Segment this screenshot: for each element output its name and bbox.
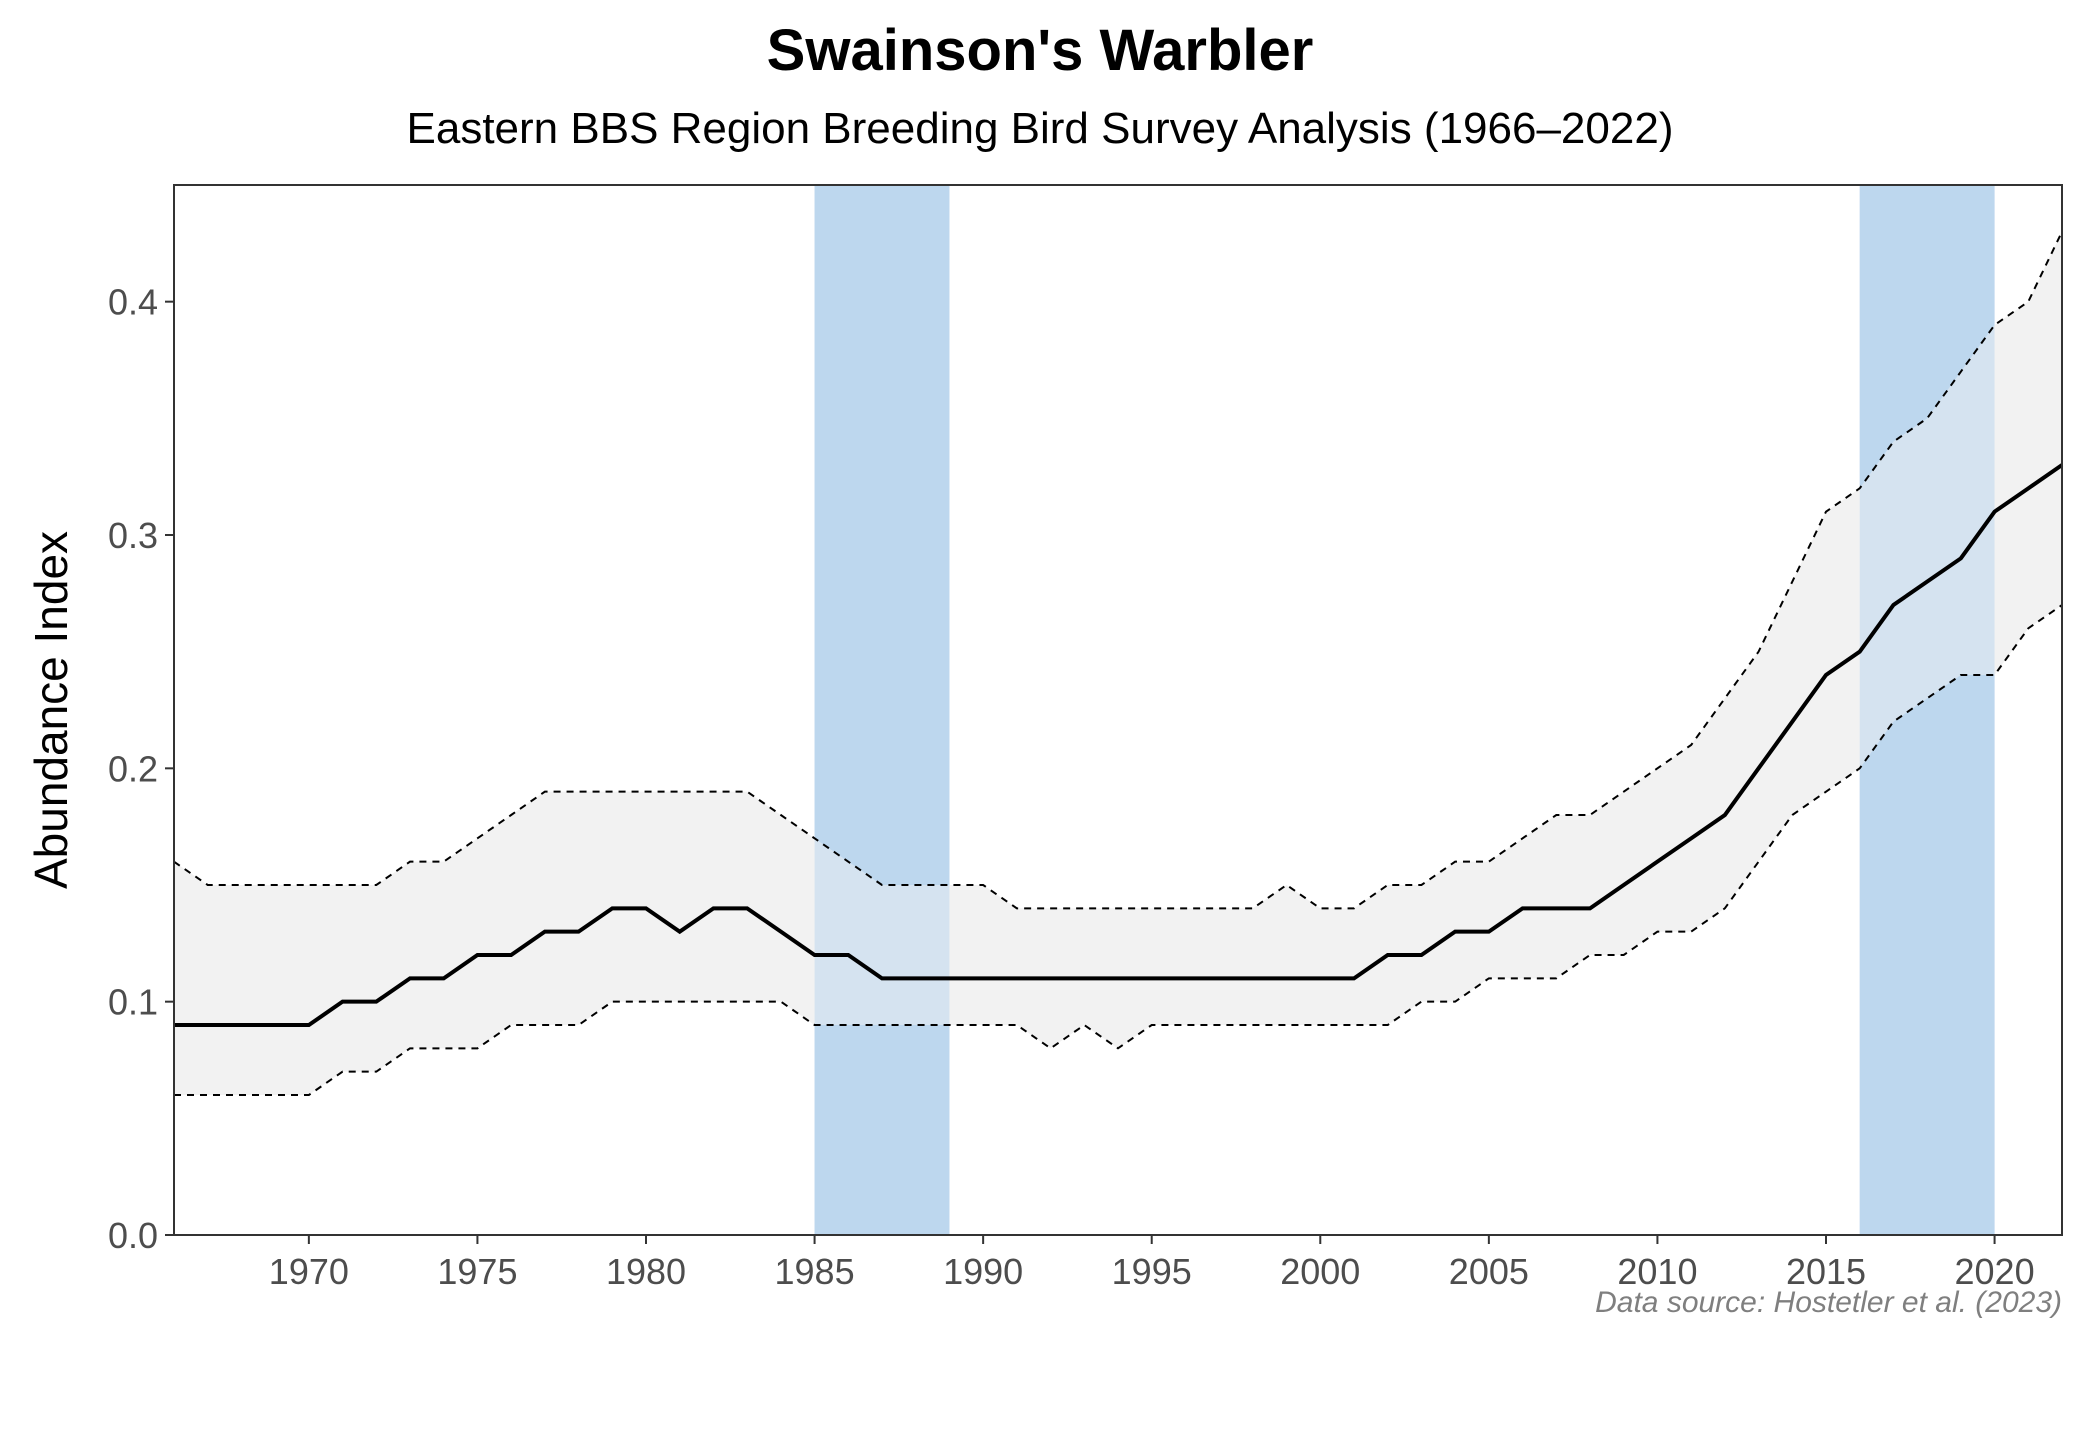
x-tick-label: 2010 (1617, 1251, 1697, 1292)
x-tick-label: 1995 (1112, 1251, 1192, 1292)
x-tick-label: 1990 (943, 1251, 1023, 1292)
x-tick-label: 1980 (606, 1251, 686, 1292)
y-axis: 0.0 0.1 0.2 0.3 0.4 (108, 282, 174, 1256)
y-tick-label: 0.0 (108, 1215, 158, 1256)
x-axis: 1970 1975 1980 1985 1990 1995 2000 2005 2010 2015… (269, 1235, 2035, 1292)
highlight-overlay-2 (1859, 185, 1995, 1235)
y-tick-label: 0.4 (108, 282, 158, 323)
x-tick-label: 2020 (1955, 1251, 2035, 1292)
x-tick-label: 2000 (1280, 1251, 1360, 1292)
chart-subtitle: Eastern BBS Region Breeding Bird Survey … (407, 104, 1674, 153)
chart-title: Swainson's Warbler (767, 18, 1314, 83)
x-tick-label: 1970 (269, 1251, 349, 1292)
panel-border (173, 184, 2063, 1236)
credible-interval-ribbon (174, 231, 2062, 1095)
x-tick-label: 2005 (1449, 1251, 1529, 1292)
y-tick-label: 0.3 (108, 515, 158, 556)
y-tick-label: 0.2 (108, 748, 158, 789)
y-tick-label: 0.1 (108, 982, 158, 1023)
abundance-index-line (174, 463, 2064, 1027)
x-tick-label: 2015 (1786, 1251, 1866, 1292)
x-tick-label: 1985 (775, 1251, 855, 1292)
highlight-overlays (814, 185, 1995, 1235)
y-axis-title: Abundance Index (25, 531, 77, 889)
upper-interval-line (173, 231, 2063, 910)
lower-interval-line (174, 604, 2063, 1096)
highlight-overlay-1 (814, 185, 950, 1235)
data-source-caption: Data source: Hostetler et al. (2023) (1595, 1286, 2062, 1319)
x-tick-label: 1975 (437, 1251, 517, 1292)
